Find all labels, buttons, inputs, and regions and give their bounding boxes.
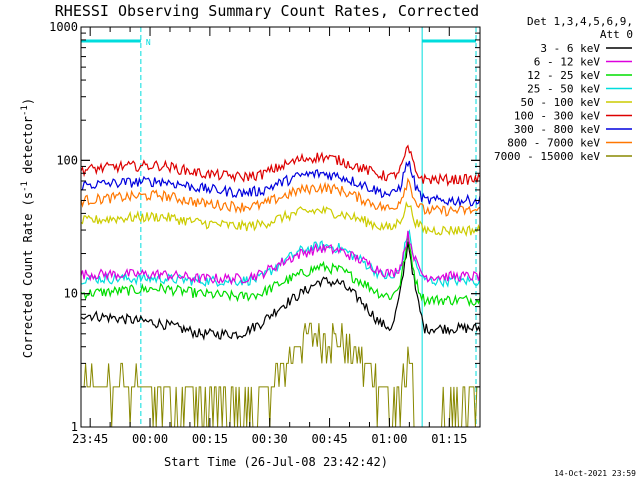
series-line — [81, 322, 480, 428]
y-label-mid: detector — [21, 116, 35, 181]
series-line — [80, 200, 481, 238]
series-line — [80, 177, 481, 217]
series-line — [80, 230, 481, 286]
x-tick-label: 00:45 — [312, 432, 348, 446]
x-tick-label: 23:45 — [72, 432, 108, 446]
flag-label: N — [146, 38, 151, 47]
y-label-end: ) — [21, 98, 35, 105]
x-tick-label: 00:00 — [132, 432, 168, 446]
legend-header-1: Det 1,3,4,5,6,9, — [527, 15, 633, 28]
legend-label: 300 - 800 keV — [514, 123, 600, 136]
plot-frame — [80, 26, 481, 428]
x-axis: 23:45 00:00 00:15 00:30 00:45 01:00 01:15 — [72, 27, 467, 446]
chart-title: RHESSI Observing Summary Count Rates, Co… — [55, 2, 479, 20]
legend-label: 800 - 7000 keV — [507, 137, 600, 150]
x-tick-label: 01:15 — [431, 432, 467, 446]
y-tick-label: 1 — [71, 420, 78, 434]
x-tick-label: 00:30 — [252, 432, 288, 446]
y-label-sup1: -1 — [20, 181, 30, 192]
series-line — [80, 241, 481, 341]
legend-label: 3 - 6 keV — [540, 42, 600, 55]
y-label-main: Corrected Count Rate (s — [21, 192, 35, 358]
legend-label: 7000 - 15000 keV — [494, 150, 600, 163]
legend-label: 100 - 300 keV — [514, 110, 600, 123]
series-layer — [80, 144, 481, 428]
y-axis: 1 10 100 1000 — [49, 20, 480, 434]
timestamp: 14-Oct-2021 23:59 — [554, 469, 636, 478]
legend-label: 12 - 25 keV — [527, 69, 600, 82]
legend-header-2: Att 0 — [600, 28, 633, 41]
x-axis-label: Start Time (26-Jul-08 23:42:42) — [164, 455, 388, 469]
y-tick-label: 100 — [56, 153, 78, 167]
observing-flags — [80, 27, 477, 427]
series-line — [80, 144, 481, 187]
y-label-sup2: -1 — [20, 105, 30, 116]
legend-label: 50 - 100 keV — [521, 96, 601, 109]
legend-label: 25 - 50 keV — [527, 83, 600, 96]
y-tick-label: 10 — [64, 287, 78, 301]
legend-label: 6 - 12 keV — [534, 56, 601, 69]
series-line — [80, 235, 481, 308]
x-tick-label: 01:00 — [371, 432, 407, 446]
series-line — [80, 160, 481, 208]
y-tick-label: 1000 — [49, 20, 78, 34]
x-tick-label: 00:15 — [192, 432, 228, 446]
y-axis-label: Corrected Count Rate (s-1 detector-1) — [20, 98, 35, 358]
